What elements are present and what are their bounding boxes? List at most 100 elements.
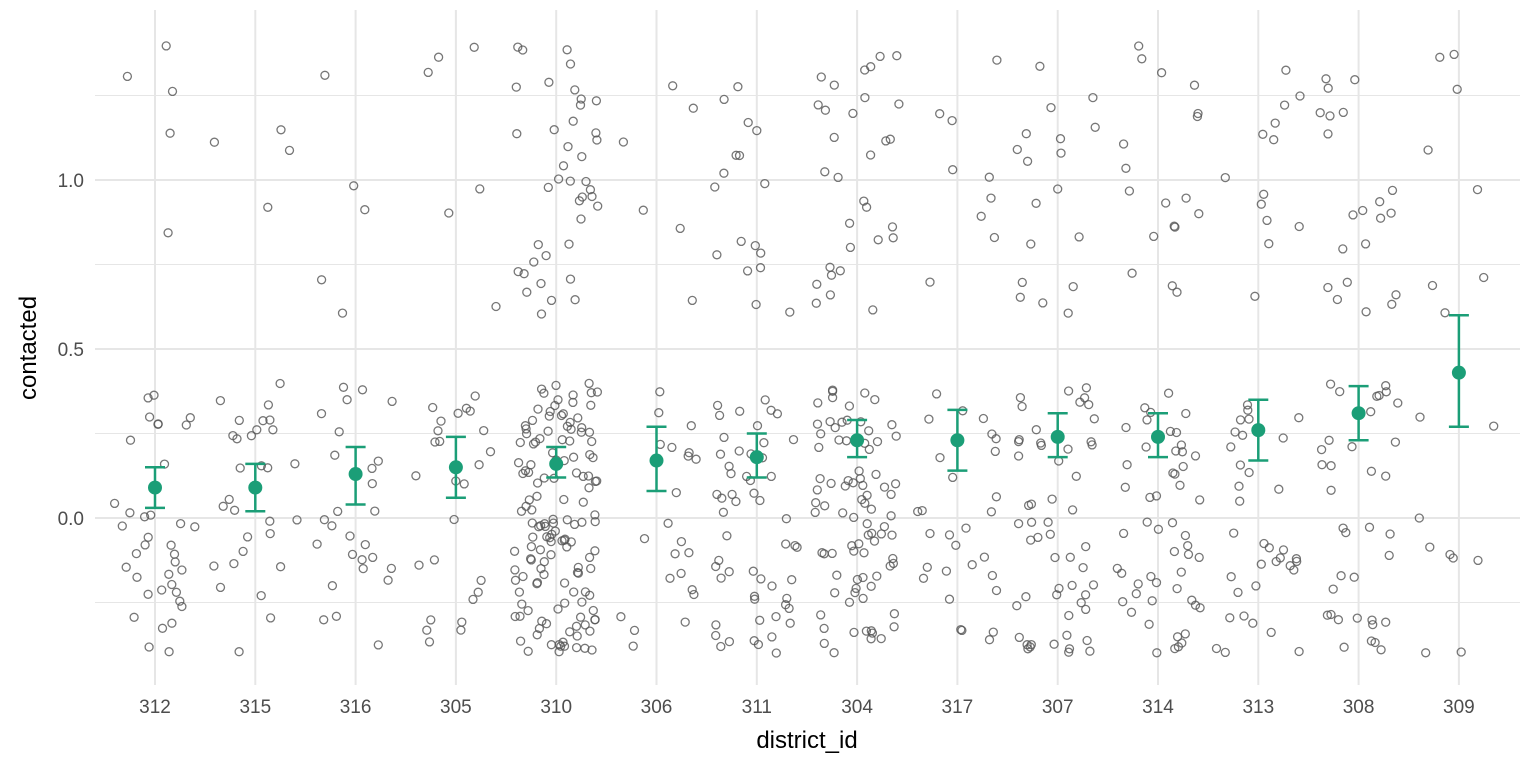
data-point xyxy=(1149,231,1159,242)
data-point xyxy=(961,523,971,533)
data-point xyxy=(689,589,699,600)
data-point xyxy=(819,623,829,634)
data-point xyxy=(1126,607,1137,617)
data-point xyxy=(527,415,538,426)
data-point xyxy=(276,125,286,135)
data-point xyxy=(518,45,528,55)
data-point xyxy=(888,233,898,243)
data-point xyxy=(688,103,698,113)
data-point xyxy=(1171,446,1181,456)
data-point xyxy=(931,389,942,399)
data-point xyxy=(1237,430,1248,440)
data-point xyxy=(529,257,539,267)
data-point xyxy=(125,508,135,518)
data-point xyxy=(1134,41,1144,51)
data-point xyxy=(411,471,421,481)
data-point xyxy=(327,521,337,531)
data-point xyxy=(1456,647,1466,657)
data-point xyxy=(742,266,753,276)
data-point xyxy=(1071,471,1081,481)
data-point xyxy=(590,546,600,556)
data-point xyxy=(810,507,820,518)
data-point xyxy=(468,594,478,605)
data-point xyxy=(564,239,574,249)
data-point xyxy=(1317,460,1327,470)
data-point xyxy=(1063,386,1074,396)
data-point xyxy=(541,250,551,261)
data-point xyxy=(209,137,220,147)
data-point xyxy=(984,635,995,645)
data-point xyxy=(1366,636,1377,646)
data-point xyxy=(867,628,878,638)
data-point xyxy=(1381,471,1391,481)
data-point xyxy=(453,408,463,418)
data-point xyxy=(860,65,870,75)
data-point xyxy=(426,615,436,625)
data-point xyxy=(1375,213,1386,223)
data-point xyxy=(766,471,776,482)
data-point xyxy=(577,151,587,162)
data-point xyxy=(1064,610,1074,621)
data-point xyxy=(586,388,596,398)
data-point xyxy=(957,625,967,636)
data-point xyxy=(835,266,845,276)
data-point xyxy=(479,425,489,436)
data-point xyxy=(850,587,860,598)
data-point xyxy=(234,647,244,657)
data-point xyxy=(532,630,542,640)
data-point xyxy=(829,80,839,90)
data-point xyxy=(979,552,990,562)
data-point xyxy=(367,463,377,474)
data-point xyxy=(548,518,559,528)
data-point xyxy=(987,429,997,439)
data-point xyxy=(886,511,896,521)
data-point xyxy=(680,617,690,627)
data-point xyxy=(820,167,830,177)
data-point xyxy=(875,51,885,62)
data-point xyxy=(714,555,724,566)
data-point xyxy=(515,611,525,621)
data-point xyxy=(540,521,550,532)
data-point xyxy=(845,242,856,253)
data-point xyxy=(330,450,340,460)
data-point xyxy=(1386,208,1396,218)
data-point xyxy=(1226,442,1236,452)
x-tick-label: 307 xyxy=(1042,697,1074,718)
data-point xyxy=(687,295,697,306)
data-point xyxy=(1251,581,1261,591)
data-point xyxy=(731,150,741,160)
data-point xyxy=(373,456,383,466)
data-point xyxy=(121,562,131,572)
data-point xyxy=(864,444,874,455)
data-point xyxy=(848,108,858,119)
data-point xyxy=(565,176,575,186)
data-point xyxy=(817,548,827,558)
data-point xyxy=(826,270,837,280)
data-point xyxy=(524,495,534,505)
data-point xyxy=(984,172,994,182)
data-point xyxy=(1473,555,1483,566)
data-point xyxy=(743,117,753,128)
data-point xyxy=(558,161,569,171)
data-point xyxy=(334,427,344,437)
data-point xyxy=(862,519,872,529)
data-point xyxy=(1121,163,1131,173)
data-point xyxy=(559,494,569,505)
mean-point xyxy=(1050,429,1065,444)
data-point xyxy=(588,452,598,463)
data-point xyxy=(1239,611,1249,621)
data-point xyxy=(967,560,977,570)
data-point xyxy=(1169,546,1180,557)
data-point xyxy=(827,548,837,559)
data-point xyxy=(1489,421,1499,431)
data-point xyxy=(1315,108,1325,118)
data-point xyxy=(872,436,883,447)
x-tick-label: 316 xyxy=(340,697,372,718)
data-point xyxy=(844,401,855,411)
data-point xyxy=(1065,552,1075,562)
data-point xyxy=(586,400,596,410)
data-point xyxy=(1067,505,1078,515)
data-point xyxy=(1063,308,1073,318)
data-point xyxy=(852,574,863,585)
data-point xyxy=(1341,527,1351,538)
